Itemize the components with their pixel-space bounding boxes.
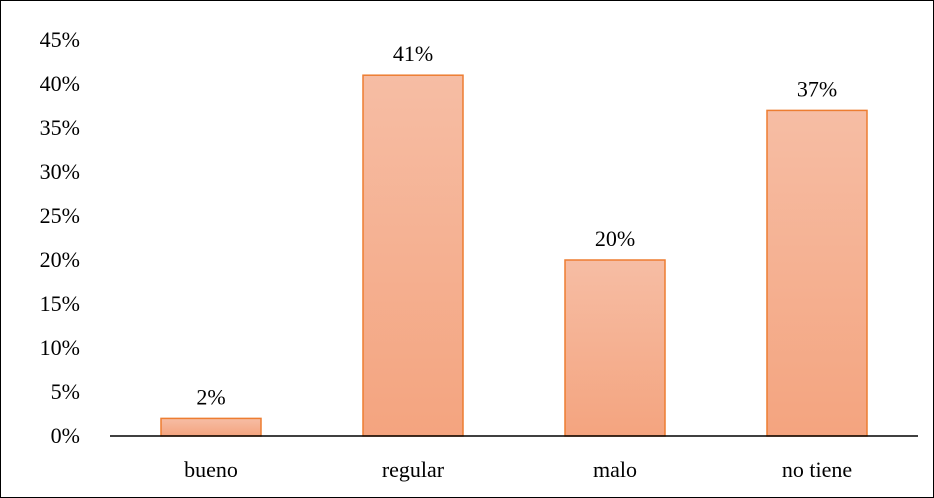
y-tick-label: 20%: [40, 247, 80, 272]
y-axis-tick-labels: 0% 5% 10% 15% 20% 25% 30% 35% 40% 45%: [40, 27, 80, 448]
bar-malo: [564, 259, 666, 437]
y-tick-label: 40%: [40, 71, 80, 96]
x-category-label: no tiene: [782, 457, 852, 482]
x-category-label: regular: [382, 457, 445, 482]
y-tick-label: 45%: [40, 27, 80, 52]
y-tick-label: 35%: [40, 115, 80, 140]
y-tick-label: 5%: [51, 379, 80, 404]
y-tick-label: 25%: [40, 203, 80, 228]
bar-no-tiene: [766, 109, 868, 437]
data-labels: 2% 41% 20% 37%: [196, 41, 837, 409]
data-label: 37%: [797, 76, 837, 101]
bar-bueno: [160, 417, 262, 437]
y-tick-label: 0%: [51, 423, 80, 448]
x-axis-category-labels: bueno regular malo no tiene: [184, 457, 852, 482]
bar-regular: [362, 74, 464, 437]
x-category-label: malo: [593, 457, 637, 482]
y-tick-label: 30%: [40, 159, 80, 184]
x-category-label: bueno: [184, 457, 238, 482]
y-tick-label: 15%: [40, 291, 80, 316]
data-label: 20%: [595, 226, 635, 251]
y-tick-label: 10%: [40, 335, 80, 360]
data-label: 41%: [393, 41, 433, 66]
data-label: 2%: [196, 384, 225, 409]
bar-series: [160, 74, 868, 437]
